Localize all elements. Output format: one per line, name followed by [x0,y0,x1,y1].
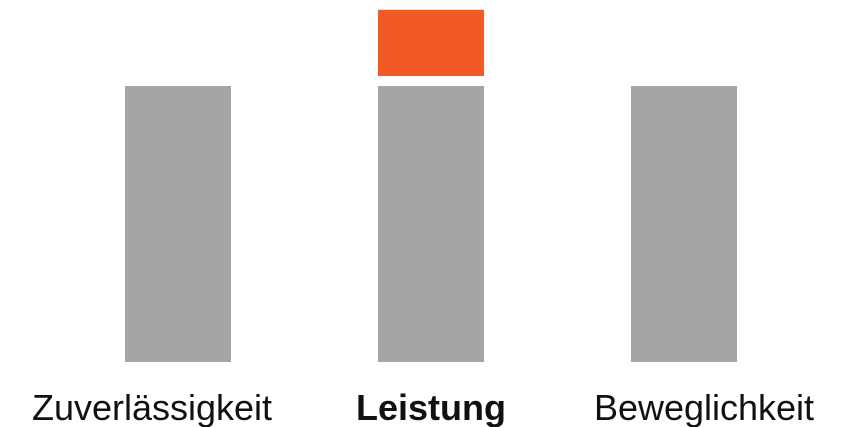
bar-leistung-segment-2 [378,9,484,76]
bar-beweglichkeit-segment-1 [631,86,737,362]
category-label-zuverlassigkeit: Zuverlässigkeit [32,387,272,427]
bars-layer [125,9,737,362]
bar-leistung-segment-1 [378,86,484,362]
category-labels: Zuverlässigkeit Leistung Beweglichkeit [32,387,814,427]
bar-zuverlassigkeit-segment-1 [125,86,231,362]
category-label-leistung: Leistung [356,387,506,427]
category-label-beweglichkeit: Beweglichkeit [594,387,814,427]
